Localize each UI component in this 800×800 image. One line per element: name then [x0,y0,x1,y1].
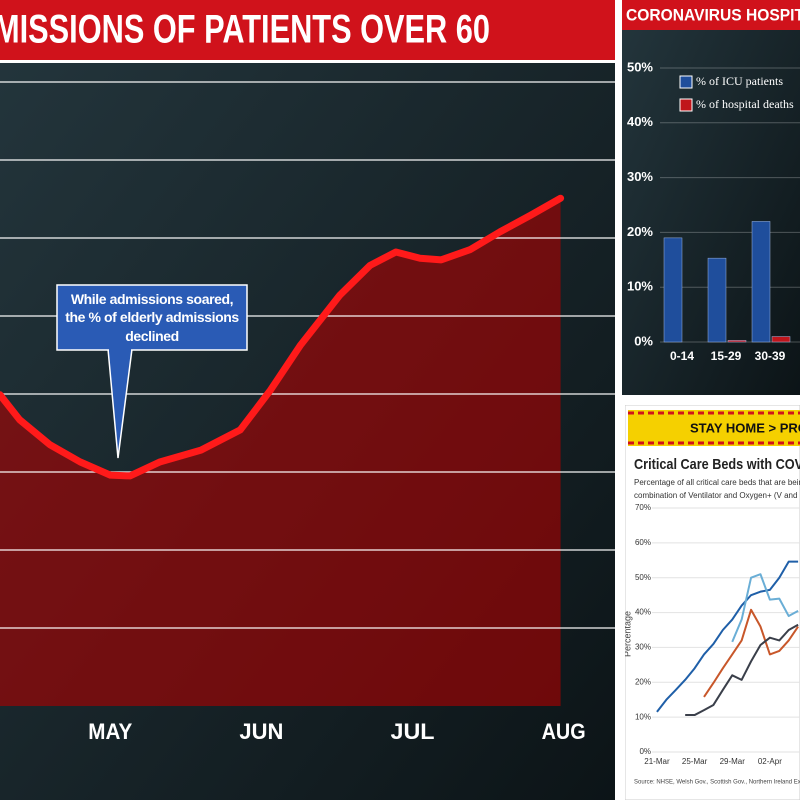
x-tick-label: JUN [239,719,283,744]
bar [707,257,727,343]
x-tick-label: 02-Apr [758,757,782,766]
chart-subtitle: Percentage of all critical care beds tha… [634,478,800,487]
legend-swatch [679,98,693,112]
y-tick-label: 50% [635,573,651,582]
y-tick-label: 10% [627,279,653,294]
y-tick-label: 20% [635,677,651,686]
chart-title: CORONAVIRUS HOSPIT [626,5,800,24]
bar-chart: CORONAVIRUS HOSPIT 0% 10% 20% 30% 40% 50% 0-14 1… [622,0,800,395]
banner [628,410,800,446]
area-fill [0,198,561,706]
main-chart: MISSIONS OF PATIENTS OVER 60 MAY JUN JUL AUG… [0,0,615,800]
y-tick-label: 0% [639,747,651,756]
chart-subtitle: combination of Ventilator and Oxygen+ (V… [634,491,800,500]
bar [751,221,771,343]
chart-title: MISSIONS OF PATIENTS OVER 60 [0,8,490,52]
x-tick-label: MAY [88,719,132,744]
title-bar [622,0,800,30]
x-tick-label: 25-Mar [682,757,708,766]
x-tick-label: 30-39 [755,349,786,363]
title-bar-edge [0,60,615,63]
y-tick-label: 40% [627,114,653,129]
x-tick-label: 21-Mar [644,757,670,766]
bar [727,340,747,343]
x-tick-label: JUL [391,719,435,744]
data-line [656,560,799,713]
y-tick-label: 70% [635,503,651,512]
y-axis-label: Percentage [622,611,632,657]
y-tick-label: 30% [627,169,653,184]
legend-swatch [679,75,693,89]
legend-label: % of ICU patients [696,74,783,88]
banner-text: STAY HOME > PROTECT T [690,420,800,435]
line-chart: STAY HOME > PROTECT T Critical Care Beds … [622,405,800,800]
callout-joint [109,347,131,351]
y-tick-label: 0% [634,333,653,348]
bar [663,237,683,343]
data-line [731,573,799,643]
callout-text: While admissions soared, the % of elderl… [65,291,239,344]
callout-box [56,284,248,351]
y-tick-label: 50% [627,59,653,74]
chart-title: Critical Care Beds with COVID- [634,456,800,473]
x-tick-label: 29-Mar [720,757,746,766]
source-note: Source: NHSE, Welsh Gov., Scottish Gov.,… [634,780,800,786]
y-tick-label: 60% [635,538,651,547]
x-tick-label: 15-29 [711,349,742,363]
y-tick-label: 10% [635,712,651,721]
data-line [0,194,565,480]
title-bar [0,0,615,62]
panel-background [625,405,800,800]
x-tick-label: AUG [542,719,586,744]
y-tick-label: 40% [635,608,651,617]
data-line [685,623,799,717]
y-tick-label: 20% [627,224,653,239]
data-line [703,608,799,698]
x-tick-label: 0-14 [670,349,694,363]
legend-label: % of hospital deaths [696,97,794,111]
y-tick-label: 30% [635,643,651,652]
bar [771,336,791,343]
callout: While admissions soared, the % of elderl… [65,291,239,344]
